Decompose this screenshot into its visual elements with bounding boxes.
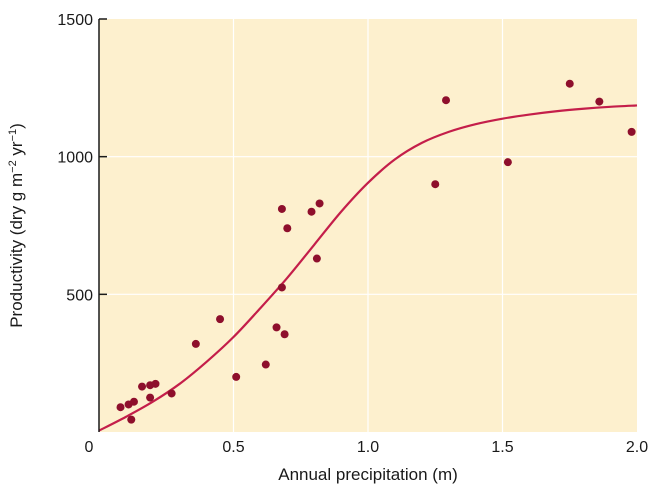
x-tick-label: 1.0 (357, 439, 379, 456)
y-axis-title-end: ) (7, 123, 26, 129)
grid-lines (99, 19, 637, 432)
y-tick-label: 1000 (57, 150, 93, 167)
data-points (116, 79, 636, 424)
data-point (312, 254, 321, 263)
data-point (261, 360, 270, 369)
y-axis-title-mid: yr (7, 141, 26, 160)
x-tick-label: 1.5 (491, 439, 513, 456)
y-axis-title-exp1: −2 (7, 160, 19, 173)
data-point (503, 158, 512, 167)
data-point (595, 97, 604, 106)
data-point (151, 379, 160, 388)
data-point (565, 79, 574, 88)
y-tick-label: 1500 (57, 12, 93, 29)
data-point (272, 323, 281, 332)
data-point (627, 127, 636, 136)
data-point (167, 389, 176, 398)
data-point (283, 224, 292, 233)
y-axis-ticks: 500 1000 1500 (57, 12, 107, 304)
x-tick-label: 0 (85, 439, 94, 456)
data-point (431, 180, 440, 189)
data-point (129, 397, 138, 406)
data-point (307, 207, 316, 216)
fitted-curve (98, 104, 638, 432)
data-point (277, 204, 286, 213)
data-point (116, 403, 125, 412)
x-tick-label: 2.0 (626, 439, 648, 456)
data-point (277, 283, 286, 292)
data-point (216, 315, 225, 324)
x-axis-ticks: 0 0.5 1.0 1.5 2.0 (85, 439, 649, 456)
data-point (442, 96, 451, 105)
data-point (232, 372, 241, 381)
x-axis-title: Annual precipitation (m) (278, 465, 458, 484)
x-tick-label: 0.5 (222, 439, 244, 456)
y-axis-title-main: Productivity (dry g m (7, 173, 26, 328)
data-point (146, 393, 155, 402)
data-point (127, 415, 136, 424)
data-point (280, 330, 289, 339)
y-tick-label: 500 (66, 287, 93, 304)
y-axis-title-exp2: −1 (7, 129, 19, 142)
y-axis-title: Productivity (dry g m−2 yr−1) (7, 123, 26, 328)
data-point (315, 199, 324, 208)
data-point (138, 382, 147, 391)
data-point (191, 339, 200, 348)
